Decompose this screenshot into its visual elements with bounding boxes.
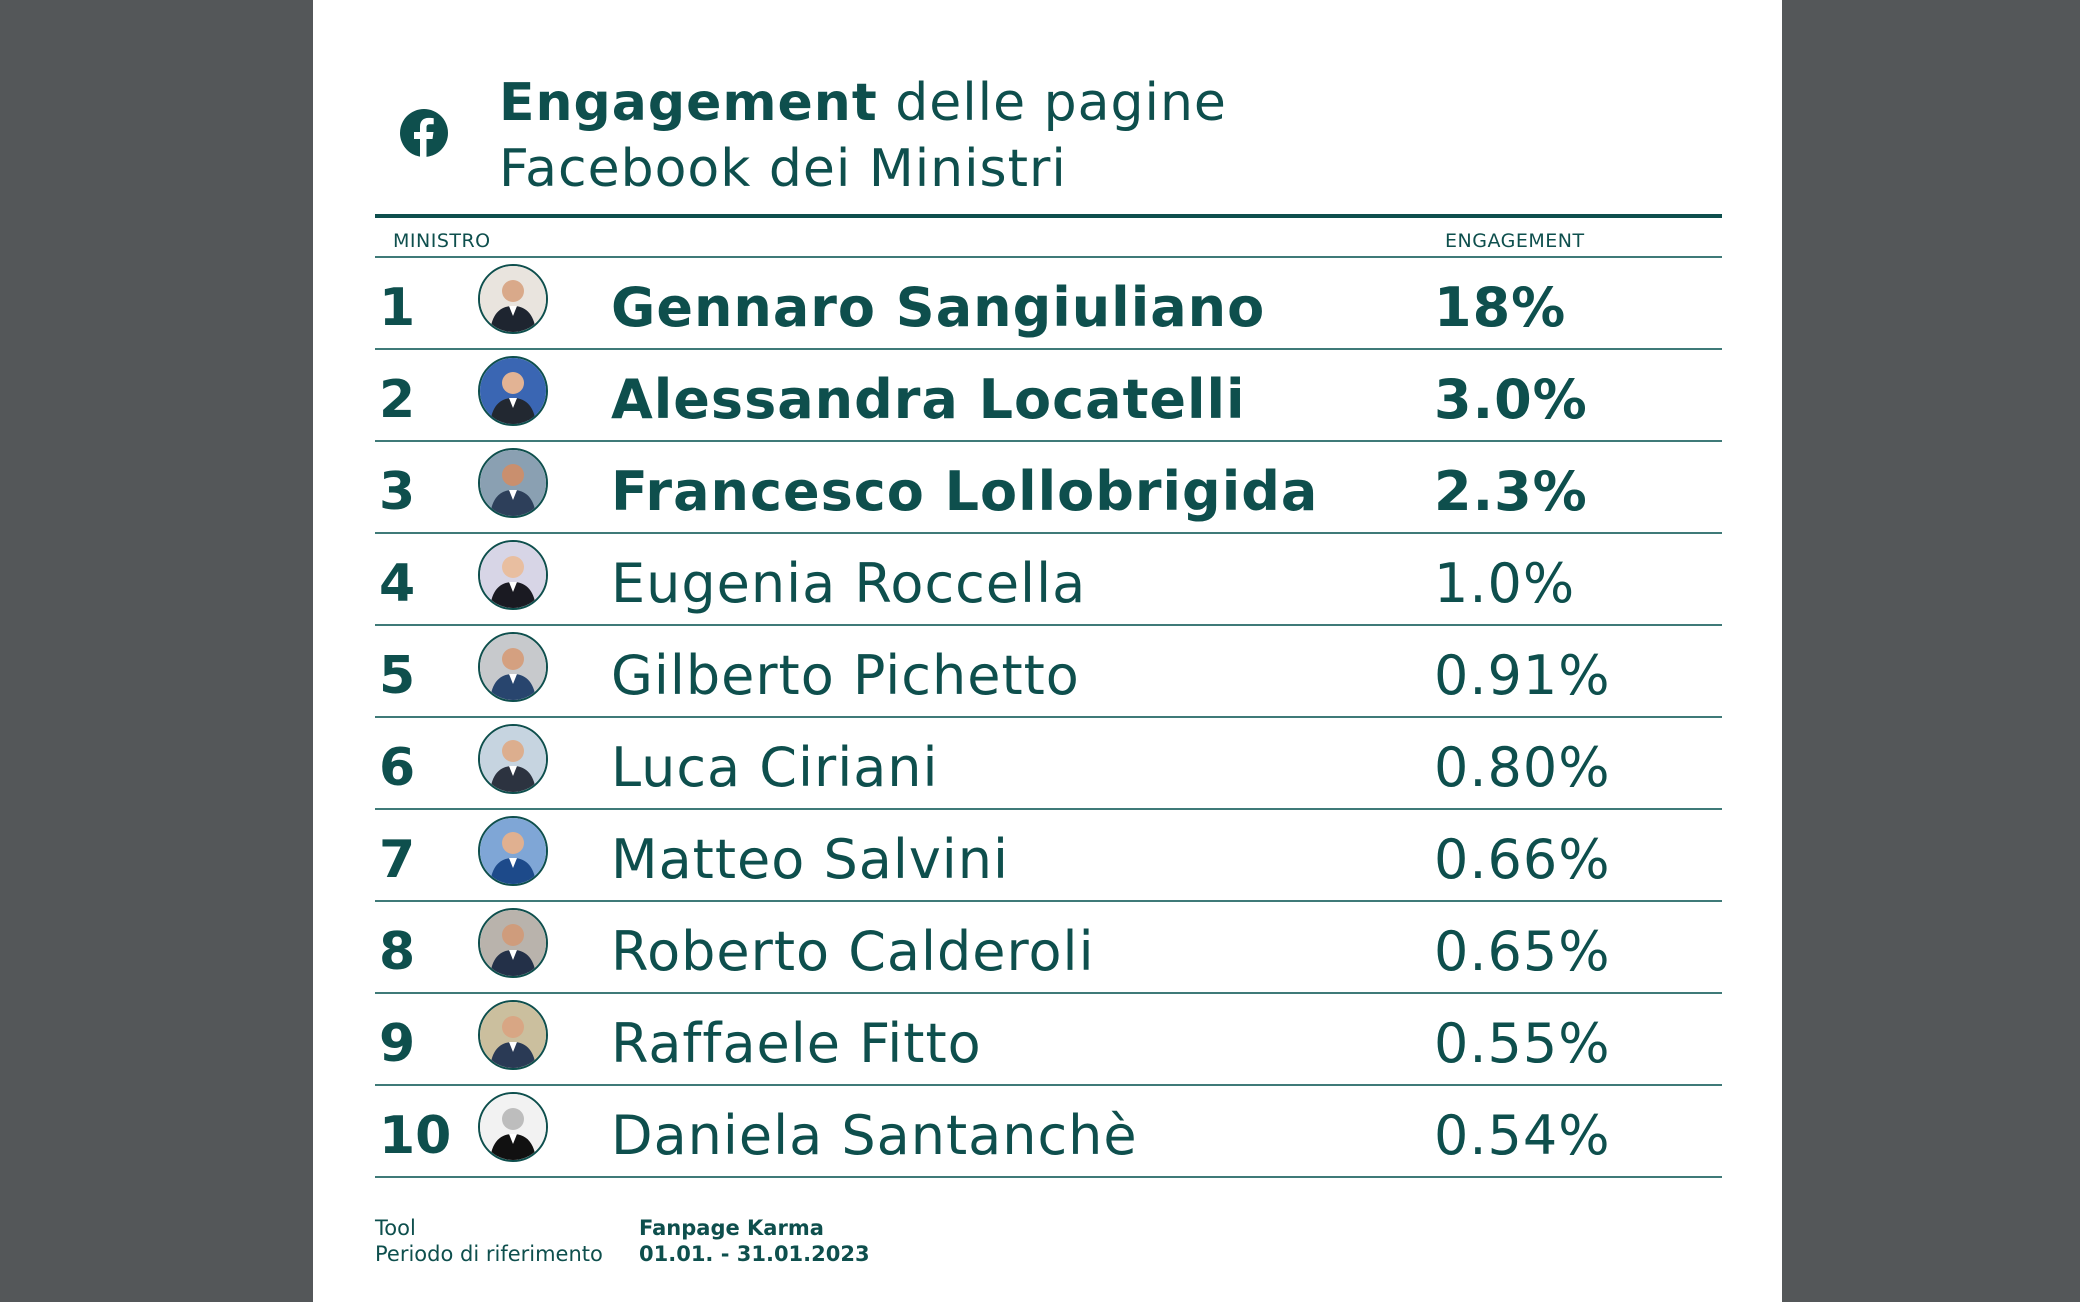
avatar: [478, 1092, 548, 1162]
title-rest: delle pagine: [877, 73, 1227, 133]
engagement-value: 1.0%: [1434, 552, 1576, 615]
rank-number: 5: [379, 646, 416, 706]
rank-number: 7: [379, 830, 416, 890]
avatar: [478, 632, 548, 702]
minister-name: Eugenia Roccella: [611, 552, 1087, 615]
engagement-value: 0.80%: [1434, 736, 1611, 799]
title-line2: Facebook dei Ministri: [499, 139, 1067, 199]
rank-number: 9: [379, 1014, 416, 1074]
avatar: [478, 264, 548, 334]
engagement-value: 3.0%: [1434, 368, 1588, 431]
footer-values: Fanpage Karma 01.01. - 31.01.2023: [639, 1215, 870, 1267]
rank-number: 4: [379, 554, 416, 614]
rank-number: 6: [379, 738, 416, 798]
engagement-value: 0.55%: [1434, 1012, 1611, 1075]
table-row: 4 Eugenia Roccella 1.0%: [375, 534, 1722, 626]
table-row: 6 Luca Ciriani 0.80%: [375, 718, 1722, 810]
engagement-value: 0.54%: [1434, 1104, 1611, 1167]
minister-name: Roberto Calderoli: [611, 920, 1095, 983]
avatar: [478, 356, 548, 426]
minister-name: Raffaele Fitto: [611, 1012, 982, 1075]
rank-number: 2: [379, 370, 416, 430]
minister-name: Luca Ciriani: [611, 736, 939, 799]
page-title: Engagement delle pagine Facebook dei Min…: [499, 70, 1227, 202]
ranking-table: 1 Gennaro Sangiuliano 18% 2 Alessandra Locat…: [375, 258, 1722, 1178]
footer-tool-label: Tool: [375, 1216, 416, 1240]
table-row: 1 Gennaro Sangiuliano 18%: [375, 258, 1722, 350]
rank-number: 8: [379, 922, 416, 982]
engagement-value: 2.3%: [1434, 460, 1588, 523]
minister-name: Francesco Lollobrigida: [611, 460, 1319, 523]
table-row: 9 Raffaele Fitto 0.55%: [375, 994, 1722, 1086]
header-divider: [375, 256, 1722, 258]
footer-period-label: Periodo di riferimento: [375, 1242, 603, 1266]
avatar: [478, 540, 548, 610]
engagement-value: 0.66%: [1434, 828, 1611, 891]
engagement-value: 18%: [1434, 276, 1567, 339]
column-header-engagement: ENGAGEMENT: [1445, 230, 1585, 252]
table-row: 8 Roberto Calderoli 0.65%: [375, 902, 1722, 994]
rank-number: 3: [379, 462, 416, 522]
minister-name: Matteo Salvini: [611, 828, 1010, 891]
footer-tool-value: Fanpage Karma: [639, 1216, 824, 1240]
engagement-value: 0.91%: [1434, 644, 1611, 707]
avatar: [478, 1000, 548, 1070]
table-row: 7 Matteo Salvini 0.66%: [375, 810, 1722, 902]
table-row: 10 Daniela Santanchè 0.54%: [375, 1086, 1722, 1178]
avatar: [478, 448, 548, 518]
footer-labels: Tool Periodo di riferimento: [375, 1215, 603, 1267]
rank-number: 10: [379, 1106, 452, 1166]
facebook-icon: [400, 109, 448, 158]
table-row: 2 Alessandra Locatelli 3.0%: [375, 350, 1722, 442]
table-row: 5 Gilberto Pichetto 0.91%: [375, 626, 1722, 718]
avatar: [478, 816, 548, 886]
minister-name: Alessandra Locatelli: [611, 368, 1246, 431]
column-header-ministro: MINISTRO: [393, 230, 491, 252]
avatar: [478, 908, 548, 978]
title-bold: Engagement: [499, 73, 878, 133]
minister-name: Gennaro Sangiuliano: [611, 276, 1266, 339]
minister-name: Daniela Santanchè: [611, 1104, 1138, 1167]
footer-period-value: 01.01. - 31.01.2023: [639, 1242, 870, 1266]
report-sheet: Engagement delle pagine Facebook dei Min…: [313, 0, 1782, 1302]
engagement-value: 0.65%: [1434, 920, 1611, 983]
table-row: 3 Francesco Lollobrigida 2.3%: [375, 442, 1722, 534]
avatar: [478, 724, 548, 794]
title-divider: [375, 214, 1722, 218]
rank-number: 1: [379, 278, 416, 338]
minister-name: Gilberto Pichetto: [611, 644, 1080, 707]
